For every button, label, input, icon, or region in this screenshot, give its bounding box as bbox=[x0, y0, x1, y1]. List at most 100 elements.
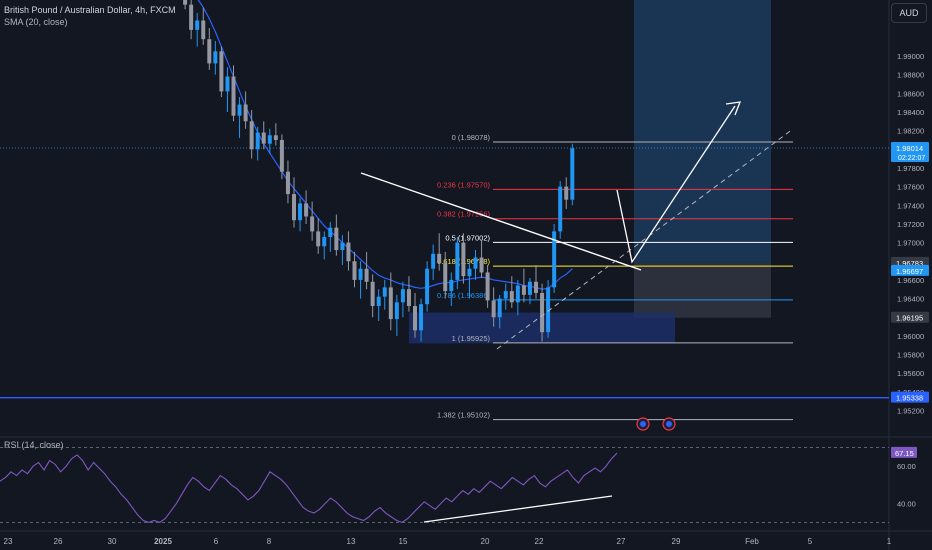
candle[interactable] bbox=[255, 126, 260, 161]
candle[interactable] bbox=[527, 278, 532, 305]
candle[interactable] bbox=[491, 287, 496, 327]
candle[interactable] bbox=[322, 231, 327, 260]
candle[interactable] bbox=[461, 233, 466, 284]
price-label-value: 1.96697 bbox=[896, 267, 923, 276]
candle[interactable] bbox=[358, 261, 363, 299]
candle[interactable] bbox=[394, 294, 399, 336]
candle-body bbox=[279, 139, 284, 172]
candle-body bbox=[503, 291, 508, 299]
candle[interactable] bbox=[467, 261, 472, 299]
time-tick-label: 26 bbox=[54, 537, 63, 546]
candle[interactable] bbox=[279, 134, 284, 180]
candle[interactable] bbox=[364, 251, 369, 290]
candle[interactable] bbox=[334, 214, 339, 256]
candle[interactable] bbox=[243, 91, 248, 129]
candle[interactable] bbox=[340, 235, 345, 265]
candle[interactable] bbox=[413, 292, 417, 338]
candle[interactable] bbox=[273, 123, 278, 146]
trendline-descending[interactable] bbox=[360, 172, 642, 271]
candle[interactable] bbox=[328, 222, 333, 252]
price-tick-label: 1.98600 bbox=[897, 89, 924, 98]
candle[interactable] bbox=[346, 231, 351, 271]
candle[interactable] bbox=[189, 0, 194, 40]
time-tick-label: 6 bbox=[214, 537, 219, 546]
candle[interactable] bbox=[515, 279, 520, 316]
candle[interactable] bbox=[213, 41, 218, 75]
candle[interactable] bbox=[298, 197, 303, 232]
candle-body bbox=[316, 231, 321, 247]
symbol-title[interactable]: British Pound / Australian Dollar, 4h, F… bbox=[4, 5, 176, 15]
candle[interactable] bbox=[455, 236, 460, 290]
candle[interactable] bbox=[406, 276, 411, 312]
candle[interactable] bbox=[304, 190, 309, 224]
candle[interactable] bbox=[521, 268, 526, 303]
candle[interactable] bbox=[219, 46, 224, 98]
candle[interactable] bbox=[267, 128, 272, 154]
candle[interactable] bbox=[249, 110, 254, 159]
candle-body bbox=[382, 287, 387, 297]
candle[interactable] bbox=[534, 264, 538, 299]
candle[interactable] bbox=[540, 283, 545, 342]
candle[interactable] bbox=[431, 244, 436, 280]
candle[interactable] bbox=[497, 294, 502, 329]
candle-body bbox=[261, 132, 266, 144]
candle[interactable] bbox=[261, 121, 266, 150]
rsi-indicator-legend[interactable]: RSI (14, close) bbox=[4, 440, 64, 450]
candle[interactable] bbox=[225, 67, 230, 112]
candle[interactable] bbox=[570, 143, 575, 206]
candle-body bbox=[207, 39, 212, 64]
candle[interactable] bbox=[425, 261, 430, 312]
long-position-stop-zone[interactable] bbox=[634, 262, 771, 318]
candle-body bbox=[201, 20, 206, 40]
time-tick-label: 23 bbox=[4, 537, 13, 546]
candle-body bbox=[267, 135, 272, 144]
news-event-flag-icon[interactable] bbox=[662, 417, 676, 431]
candle[interactable] bbox=[382, 279, 387, 310]
time-tick-label: 22 bbox=[535, 537, 544, 546]
sma-20-line[interactable] bbox=[173, 0, 573, 290]
candle[interactable] bbox=[237, 97, 242, 139]
candle[interactable] bbox=[370, 274, 375, 318]
candle[interactable] bbox=[285, 160, 290, 204]
price-label-badge bbox=[891, 141, 929, 162]
candle-body bbox=[352, 261, 357, 280]
candle[interactable] bbox=[419, 298, 424, 342]
candle[interactable] bbox=[352, 251, 357, 288]
candle[interactable] bbox=[546, 279, 551, 338]
candle[interactable] bbox=[201, 7, 206, 45]
candle[interactable] bbox=[564, 177, 569, 209]
candle[interactable] bbox=[376, 289, 381, 321]
candle[interactable] bbox=[509, 276, 514, 308]
candle[interactable] bbox=[485, 264, 490, 308]
rsi-divergence-line[interactable] bbox=[423, 495, 613, 523]
candle[interactable] bbox=[292, 177, 296, 228]
candle[interactable] bbox=[437, 233, 442, 271]
candle[interactable] bbox=[388, 272, 393, 331]
candle[interactable] bbox=[195, 13, 200, 47]
currency-button[interactable]: AUD bbox=[891, 3, 927, 23]
candle[interactable] bbox=[316, 218, 321, 254]
candle[interactable] bbox=[183, 0, 188, 10]
trendline-dashed[interactable] bbox=[496, 128, 794, 350]
candle[interactable] bbox=[552, 223, 557, 293]
candle[interactable] bbox=[479, 240, 484, 279]
candle[interactable] bbox=[473, 250, 478, 280]
news-event-flag-icon[interactable] bbox=[636, 417, 650, 431]
sma-indicator-legend[interactable]: SMA (20, close) bbox=[4, 17, 68, 27]
candle[interactable] bbox=[503, 283, 508, 310]
candle[interactable] bbox=[443, 251, 448, 299]
candle[interactable] bbox=[558, 181, 563, 239]
long-position-target-zone[interactable] bbox=[634, 0, 771, 263]
price-tick-label: 1.95600 bbox=[897, 369, 924, 378]
candle[interactable] bbox=[400, 281, 405, 318]
rsi-line[interactable] bbox=[0, 452, 618, 523]
candle[interactable] bbox=[207, 27, 212, 70]
candle[interactable] bbox=[310, 201, 315, 241]
fib-level-label: 1.382 (1.95102) bbox=[437, 411, 490, 420]
candle-body bbox=[285, 171, 290, 195]
candle[interactable] bbox=[231, 65, 236, 122]
candle[interactable] bbox=[449, 272, 454, 307]
projection-path[interactable] bbox=[616, 105, 736, 264]
